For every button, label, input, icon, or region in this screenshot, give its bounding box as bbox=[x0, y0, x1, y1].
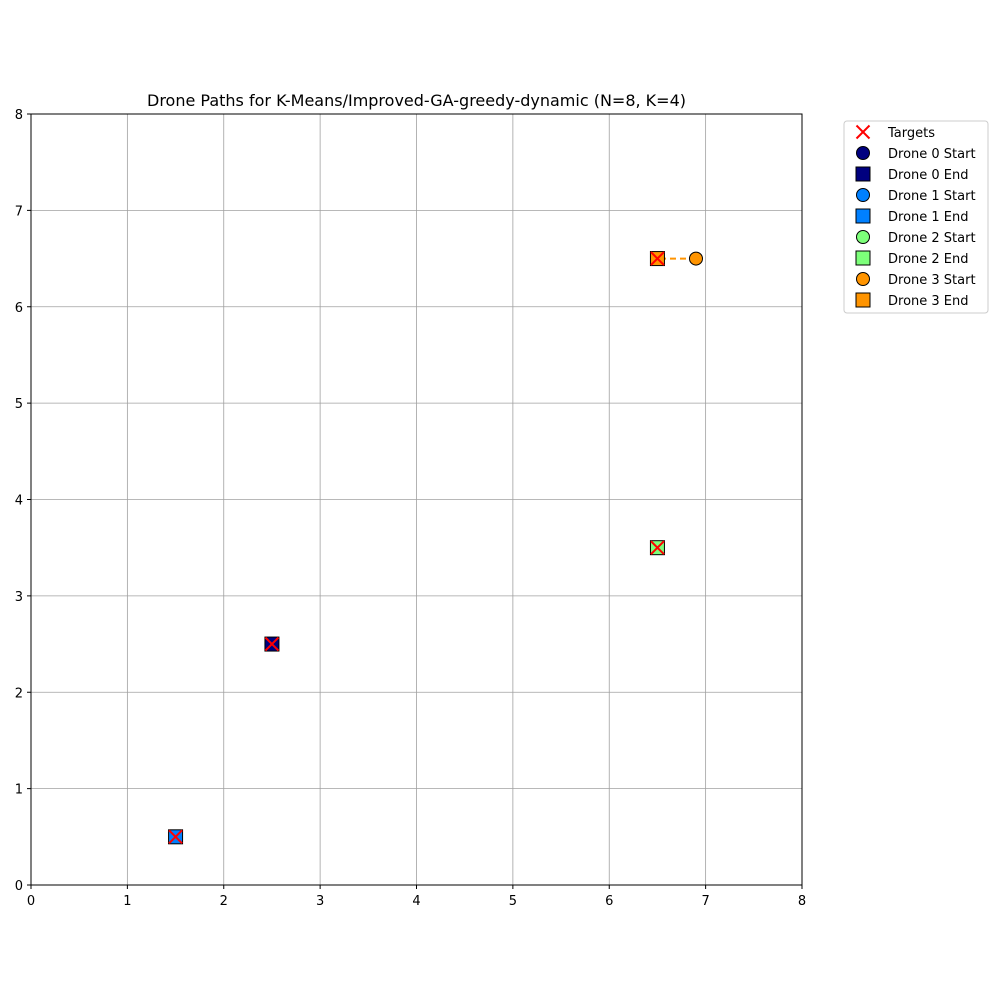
target-marker bbox=[650, 540, 665, 555]
legend-label: Drone 3 Start bbox=[888, 273, 976, 288]
grid bbox=[30, 113, 803, 886]
legend-marker-end bbox=[855, 292, 871, 308]
target-marker-stroke bbox=[264, 636, 280, 652]
legend-label: Targets bbox=[887, 126, 935, 141]
axis-ticks: 0 1 2 3 4 5 6 7 8 0 1 2 3 4 5 6 7 8 bbox=[15, 108, 806, 909]
target-marker bbox=[264, 636, 280, 652]
legend-marker-start bbox=[856, 188, 870, 202]
target-marker-stroke bbox=[650, 251, 665, 266]
y-tick-label: 3 bbox=[15, 590, 23, 605]
chart-title: Drone Paths for K-Means/Improved-GA-gree… bbox=[147, 91, 686, 110]
legend-marker-targets-stroke bbox=[855, 124, 871, 140]
legend-marker-end bbox=[855, 208, 871, 224]
legend-marker-targets bbox=[855, 124, 871, 140]
target-marker-stroke bbox=[650, 540, 665, 555]
x-tick-label: 7 bbox=[701, 894, 709, 909]
x-tick-label: 3 bbox=[316, 894, 324, 909]
legend-label: Drone 1 Start bbox=[888, 189, 976, 204]
drone-3-start-marker bbox=[688, 251, 703, 266]
legend-label: Drone 3 End bbox=[888, 294, 969, 309]
y-tick-label: 1 bbox=[15, 783, 23, 798]
x-tick-label: 2 bbox=[220, 894, 228, 909]
y-tick-label: 0 bbox=[15, 879, 23, 894]
legend-marker-start bbox=[856, 146, 870, 160]
legend-marker-start bbox=[856, 272, 870, 286]
target-marker-stroke bbox=[168, 829, 183, 845]
x-tick-label: 1 bbox=[123, 894, 131, 909]
y-tick-label: 7 bbox=[15, 204, 23, 219]
legend-label: Drone 0 End bbox=[888, 168, 969, 183]
target-marker bbox=[650, 251, 665, 266]
y-tick-label: 6 bbox=[15, 301, 23, 316]
legend-label: Drone 0 Start bbox=[888, 147, 976, 162]
legend-label: Drone 1 End bbox=[888, 210, 969, 225]
x-tick-label: 6 bbox=[605, 894, 613, 909]
markers bbox=[168, 251, 703, 845]
legend: Targets Drone 0 Start Drone 0 End Drone 1 S… bbox=[843, 120, 989, 314]
legend-box bbox=[843, 120, 989, 314]
y-tick-label: 2 bbox=[15, 686, 23, 701]
y-tick-label: 8 bbox=[15, 108, 23, 123]
legend-marker-end bbox=[855, 166, 871, 182]
x-tick-label: 8 bbox=[798, 894, 806, 909]
y-tick-label: 5 bbox=[15, 397, 23, 412]
legend-marker-start bbox=[856, 230, 870, 244]
target-marker bbox=[168, 829, 183, 845]
x-tick-label: 0 bbox=[27, 894, 35, 909]
legend-marker-end bbox=[855, 250, 871, 266]
legend-label: Drone 2 Start bbox=[888, 231, 976, 246]
x-tick-label: 5 bbox=[509, 894, 517, 909]
legend-label: Drone 2 End bbox=[888, 252, 969, 267]
y-tick-label: 4 bbox=[15, 494, 23, 509]
x-tick-label: 4 bbox=[412, 894, 420, 909]
